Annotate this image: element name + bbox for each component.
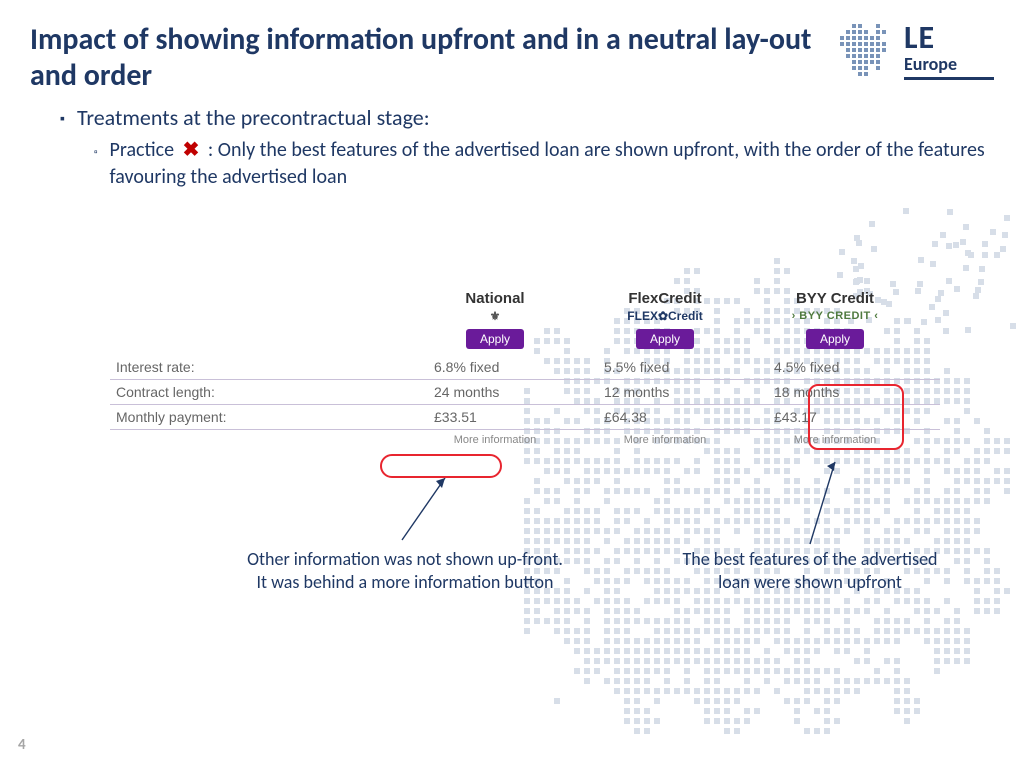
apply-button[interactable]: Apply [466, 329, 524, 349]
apply-button[interactable]: Apply [806, 329, 864, 349]
more-info-link[interactable]: More information [580, 430, 750, 450]
provider-name: National [410, 290, 580, 307]
highlight-circle-best-features [808, 384, 904, 450]
bullet-marker: ▪ [60, 104, 65, 131]
logo-map-icon [834, 24, 894, 78]
provider-col-national: National ⚜ Apply [410, 290, 580, 355]
logo: LE Europe [834, 22, 994, 80]
cell: £64.38 [580, 405, 750, 429]
row-label: Monthly payment: [110, 405, 410, 429]
logo-text-big: LE [904, 24, 935, 53]
row-label: Contract length: [110, 380, 410, 404]
callout-best-features: The best features of the advertised loan… [670, 548, 950, 595]
bullet-2-lead: Practice [110, 138, 174, 162]
provider-name: FlexCredit [580, 290, 750, 307]
provider-name: BYY Credit [750, 290, 920, 307]
bullet-level-1: ▪ Treatments at the precontractual stage… [60, 104, 994, 131]
page-title: Impact of showing information upfront an… [30, 22, 834, 94]
provider-logo-icon: › BYY CREDIT ‹ [750, 307, 920, 325]
logo-underline [904, 77, 994, 80]
apply-button[interactable]: Apply [636, 329, 694, 349]
highlight-circle-more-info [380, 454, 502, 478]
provider-col-byy: BYY Credit › BYY CREDIT ‹ Apply [750, 290, 920, 355]
arrow-icon [790, 456, 870, 550]
cell: 12 months [580, 380, 750, 404]
x-icon: ✖ [179, 137, 204, 164]
row-label: Interest rate: [110, 355, 410, 379]
bullet-level-2: ▫ Practice ✖ : Only the best features of… [60, 137, 994, 191]
bullet-marker: ▫ [94, 137, 98, 191]
table-row: Interest rate: 6.8% fixed 5.5% fixed 4.5… [110, 355, 940, 380]
more-info-link[interactable]: More information [410, 430, 580, 450]
cell: 5.5% fixed [580, 355, 750, 379]
provider-col-flexcredit: FlexCredit FLEX✿Credit Apply [580, 290, 750, 355]
callout-other-info: Other information was not shown up-front… [240, 548, 570, 595]
provider-logo-icon: ⚜ [410, 307, 580, 325]
cell: 6.8% fixed [410, 355, 580, 379]
bullet-1-text: Treatments at the precontractual stage: [77, 104, 430, 131]
cell: £33.51 [410, 405, 580, 429]
cell: 24 months [410, 380, 580, 404]
logo-text-small: Europe [904, 55, 957, 73]
bullet-2-rest: : Only the best features of the advertis… [110, 138, 985, 189]
cell: 4.5% fixed [750, 355, 920, 379]
provider-logo-icon: FLEX✿Credit [580, 307, 750, 325]
arrow-icon [390, 470, 470, 550]
page-number: 4 [18, 736, 26, 754]
